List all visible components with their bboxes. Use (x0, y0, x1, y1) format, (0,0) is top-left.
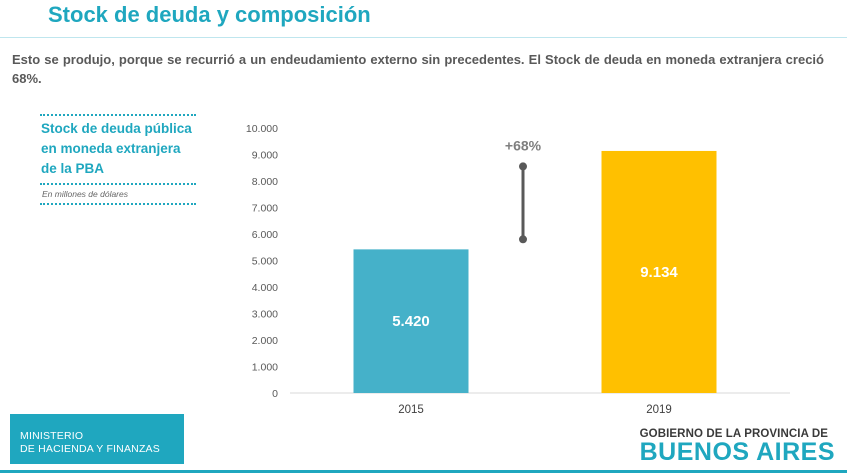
ministry-line-1: MINISTERIO (20, 430, 84, 442)
y-tick-label: 10.000 (246, 123, 278, 135)
ministry-footer-box: MINISTERIO DE HACIENDA Y FINANZAS (10, 414, 184, 464)
growth-start-dot (519, 235, 527, 244)
x-tick-label: 2019 (646, 404, 672, 416)
bar-value-label: 5.420 (392, 313, 430, 330)
government-logo-line-1: GOBIERNO DE LA PROVINCIA DE (639, 428, 829, 440)
y-tick-label: 0 (272, 388, 278, 400)
side-panel-title: Stock de deuda pública en moneda extranj… (41, 121, 192, 176)
y-tick-label: 4.000 (252, 282, 278, 294)
side-panel-top-divider (40, 114, 196, 116)
ministry-line-2: DE HACIENDA Y FINANZAS (20, 443, 160, 455)
chart-side-panel: Stock de deuda pública en moneda extranj… (40, 114, 196, 205)
title-divider (0, 37, 847, 38)
bar-2015 (353, 249, 469, 393)
side-panel-unit: En millones de dólares (42, 189, 128, 199)
x-tick-label: 2015 (398, 404, 424, 416)
y-tick-label: 2.000 (252, 335, 278, 347)
y-tick-label: 1.000 (252, 362, 278, 374)
bottom-divider (0, 470, 847, 473)
y-tick-label: 5.000 (252, 256, 278, 268)
y-tick-label: 6.000 (252, 229, 278, 241)
government-logo-line-2: BUENOS AIRES (639, 438, 835, 466)
side-panel-bottom-divider (40, 203, 196, 205)
y-tick-label: 7.000 (252, 203, 278, 215)
y-tick-label: 8.000 (252, 176, 278, 188)
bar-value-label: 9.134 (640, 264, 678, 281)
side-panel-mid-divider (40, 183, 196, 185)
government-logo: GOBIERNO DE LA PROVINCIA DE BUENOS AIRES (639, 428, 835, 466)
bar-2019 (601, 150, 717, 393)
page-title: Stock de deuda y composición (48, 2, 371, 27)
y-tick-label: 3.000 (252, 309, 278, 321)
growth-end-dot (519, 162, 527, 171)
growth-label: +68% (505, 137, 542, 153)
y-tick-label: 9.000 (252, 150, 278, 162)
intro-text: Esto se produjo, porque se recurrió a un… (12, 52, 824, 86)
